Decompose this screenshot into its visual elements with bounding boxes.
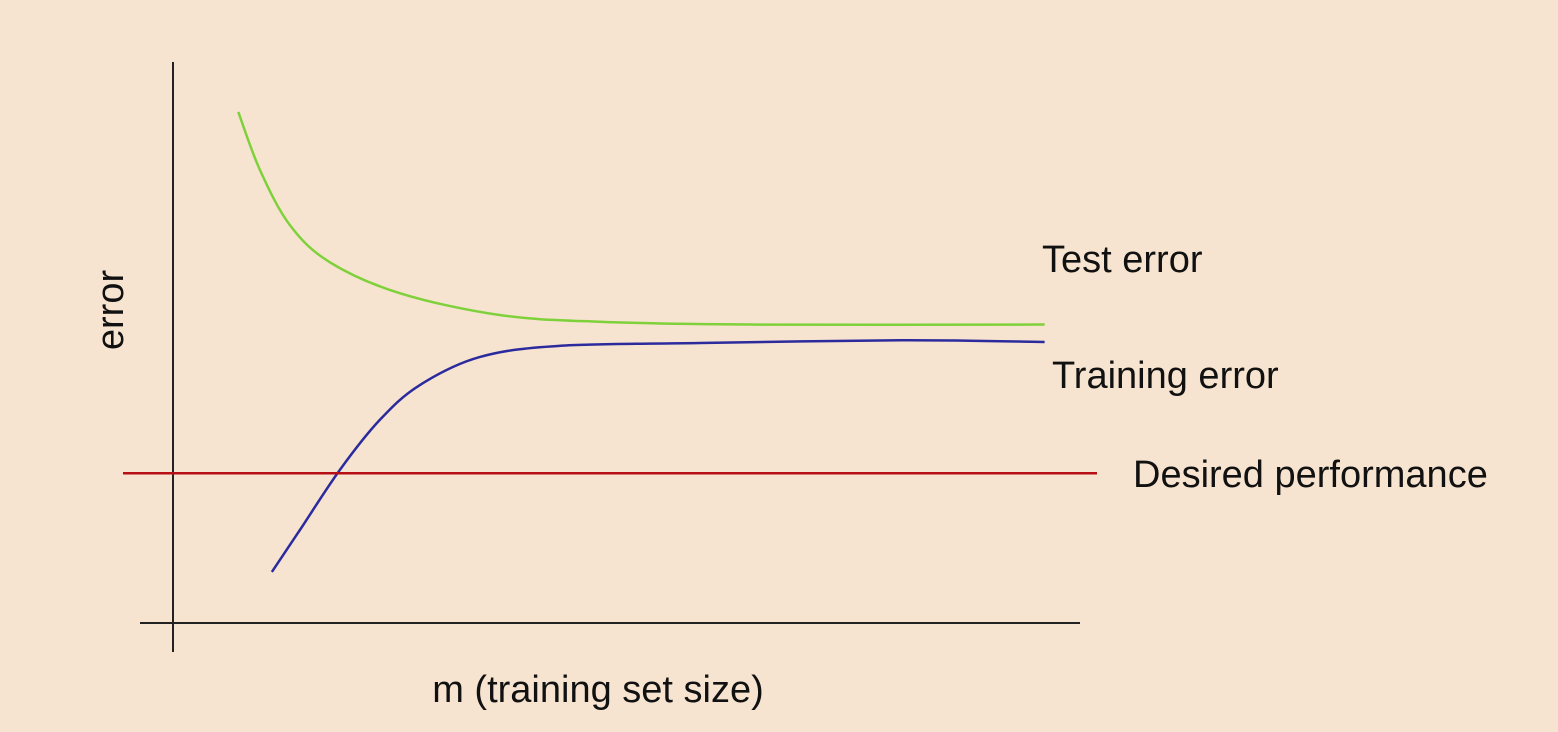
series-line xyxy=(270,338,1045,573)
series-label: Test error xyxy=(1042,239,1203,281)
x-axis-label: m (training set size) xyxy=(432,669,764,711)
series-label: Training error xyxy=(1052,355,1279,397)
series-line xyxy=(237,111,1045,327)
y-axis-label: error xyxy=(90,270,132,351)
reference-label: Desired performance xyxy=(1133,454,1488,496)
